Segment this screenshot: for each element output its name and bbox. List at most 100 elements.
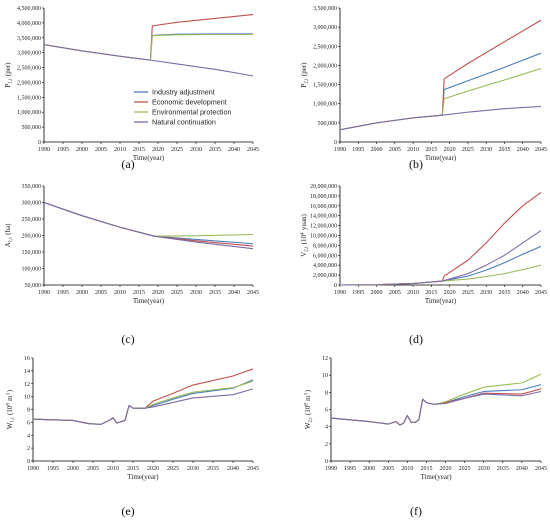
series-line-natural <box>339 230 542 286</box>
y-tick-label: 4 <box>27 433 30 439</box>
x-tick-label: 2030 <box>190 147 202 153</box>
x-tick-label: 2045 <box>247 466 259 472</box>
legend-label-environmental: Environmental protection <box>152 108 232 117</box>
series-line-industry <box>43 201 254 245</box>
x-tick-label: 2010 <box>401 466 413 472</box>
y-tick-label: 350,000 <box>22 184 42 190</box>
x-tick-label: 2010 <box>407 147 419 153</box>
panel-label: (e) <box>121 504 134 518</box>
y-axis-title: W1,t (108 m3 ) <box>6 389 16 429</box>
x-tick-label: 2025 <box>167 466 179 472</box>
x-tick-label: 2015 <box>133 147 145 153</box>
series-line-industry <box>43 33 253 61</box>
y-tick-label: 3,000,000 <box>17 51 41 57</box>
x-tick-label: 2040 <box>517 290 529 296</box>
x-tick-label: 2005 <box>389 147 401 153</box>
y-tick-label: 2,500,000 <box>313 44 337 50</box>
series-line-economic <box>43 201 254 247</box>
panel-3: 50,000 100,000 150,000 200,000 250,000 300,00… <box>4 184 259 346</box>
x-tick-label: 1990 <box>27 466 39 472</box>
x-tick-label: 2015 <box>133 290 145 296</box>
x-tick-label: 2020 <box>152 290 164 296</box>
y-tick-label: 3,500,000 <box>17 36 41 42</box>
y-tick-label: 100,000 <box>22 267 42 273</box>
series-line-natural <box>43 44 254 77</box>
series-line-economic <box>330 388 542 426</box>
y-tick-label: 2,000,000 <box>313 63 337 69</box>
x-tick-label: 2035 <box>209 290 221 296</box>
legend-label-economic: Economic development <box>152 98 227 107</box>
x-tick-label: 2025 <box>462 290 474 296</box>
series-line-environmental <box>339 67 542 131</box>
x-tick-label: 2020 <box>444 147 456 153</box>
y-tick-label: 1,500,000 <box>313 83 337 89</box>
series-line-environmental <box>339 264 542 286</box>
y-tick-label: 2,000,000 <box>17 80 41 86</box>
y-tick-label: 12 <box>24 382 30 388</box>
panel-2: 0 500,000 1,000,000 1,500,000 2,000,000 2,500… <box>300 6 547 171</box>
panel-5: 0 2 4 6 8 10 12 14 16 1990 1995 2000 2005 2010 2015 202… <box>6 356 259 518</box>
series-line-industry <box>339 52 542 131</box>
panel-label: (b) <box>409 157 423 171</box>
x-tick-label: 2005 <box>382 466 394 472</box>
series-line-natural <box>330 390 542 426</box>
legend-label-natural: Natural continuation <box>152 118 216 127</box>
y-tick-label: 1,000,000 <box>17 110 41 116</box>
x-tick-label: 2045 <box>535 466 547 472</box>
x-tick-label: 2015 <box>420 466 432 472</box>
y-tick-label: 2,500,000 <box>17 66 41 72</box>
y-tick-label: 16,000,000 <box>310 204 337 210</box>
x-tick-label: 2005 <box>87 466 99 472</box>
x-tick-label: 2010 <box>107 466 119 472</box>
x-tick-label: 1990 <box>38 147 50 153</box>
x-axis-title: Time(year) <box>127 473 159 481</box>
y-tick-label: 300,000 <box>22 201 42 207</box>
x-tick-label: 2010 <box>407 290 419 296</box>
x-axis-title: Time(year) <box>133 297 165 305</box>
x-tick-label: 2020 <box>152 147 164 153</box>
x-tick-label: 2045 <box>247 290 259 296</box>
y-tick-label: 2,000,000 <box>313 273 337 279</box>
series-line-economic <box>32 368 254 425</box>
y-tick-label: 0 <box>325 459 328 465</box>
x-tick-label: 2020 <box>444 290 456 296</box>
x-tick-label: 2045 <box>247 147 259 153</box>
y-tick-label: 1,500,000 <box>17 95 41 101</box>
panel-6: 0 2 4 6 8 10 12 1990 1995 2000 2005 2010 2015 2020 202… <box>304 356 547 518</box>
x-axis-title: Time(year) <box>420 473 452 481</box>
x-axis-title: Time(year) <box>133 154 165 162</box>
y-tick-label: 150,000 <box>22 250 42 256</box>
x-tick-label: 2030 <box>480 290 492 296</box>
panel-label: (a) <box>121 157 134 171</box>
y-tick-label: 500,000 <box>318 121 338 127</box>
y-tick-label: 10 <box>24 395 30 401</box>
y-tick-label: 4 <box>325 425 328 431</box>
y-tick-label: 18,000,000 <box>310 194 337 200</box>
series-line-industry <box>339 245 542 286</box>
x-tick-label: 2035 <box>209 147 221 153</box>
y-tick-label: 50,000 <box>25 283 42 289</box>
series-line-economic <box>339 19 542 131</box>
series-line-industry <box>32 379 254 425</box>
x-tick-label: 2010 <box>114 290 126 296</box>
x-tick-label: 2000 <box>363 466 375 472</box>
y-tick-label: 14 <box>24 369 30 375</box>
y-tick-label: 4,000,000 <box>17 21 41 27</box>
y-tick-label: 3,000,000 <box>313 25 337 31</box>
x-axis-title: Time(year) <box>425 154 457 162</box>
x-tick-label: 2025 <box>171 290 183 296</box>
x-tick-label: 1995 <box>57 290 69 296</box>
series-line-economic <box>43 14 254 61</box>
y-tick-label: 6,000,000 <box>313 253 337 259</box>
x-tick-label: 2040 <box>516 466 528 472</box>
x-tick-label: 1990 <box>38 290 50 296</box>
y-tick-label: 0 <box>27 459 30 465</box>
series-line-economic <box>339 191 542 286</box>
x-axis-title: Time(year) <box>425 297 457 305</box>
y-axis-title: V2,t (104 yuan) <box>300 214 310 257</box>
x-tick-label: 1995 <box>352 147 364 153</box>
y-tick-label: 200,000 <box>22 234 42 240</box>
y-tick-label: 0 <box>334 140 337 146</box>
